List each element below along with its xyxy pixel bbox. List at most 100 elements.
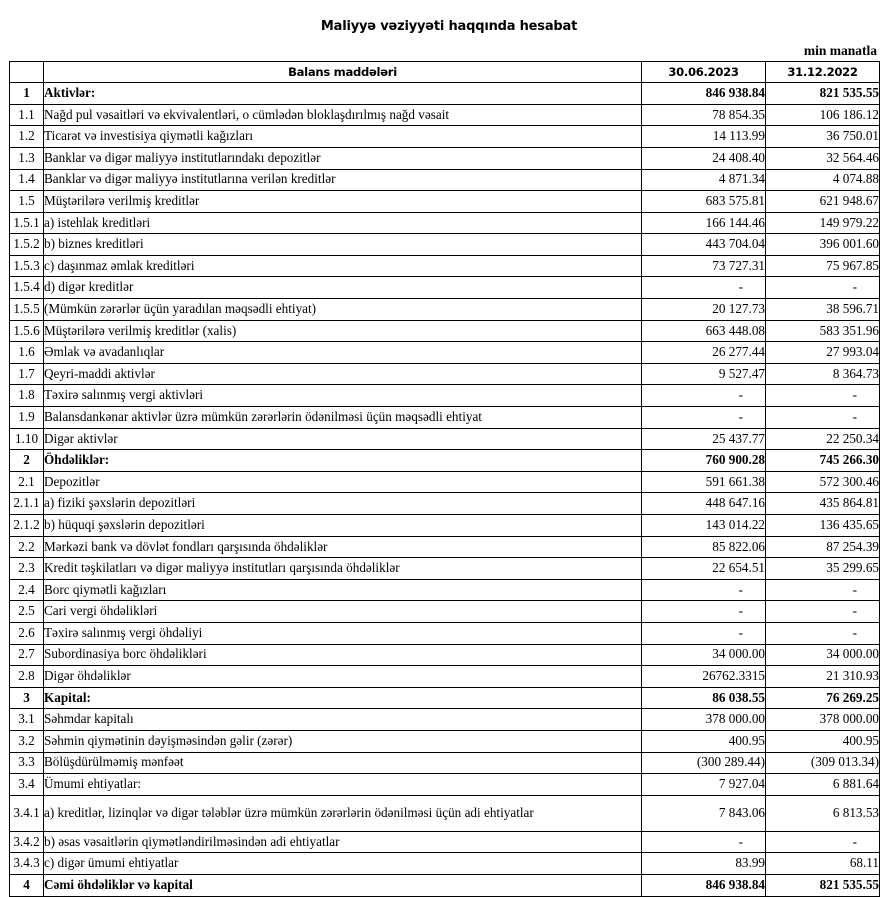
table-row: 1.4 Banklar və digər maliyyə institutları… bbox=[9, 168, 880, 192]
table-row: 2.6 Təxirə salınmış vergi öhdəliyi - - bbox=[9, 621, 880, 645]
row-item-label: Digər öhdəliklər bbox=[43, 665, 642, 688]
row-item-label: Səhmdar kapitalı bbox=[43, 708, 642, 731]
row-index: 2.4 bbox=[9, 578, 44, 602]
table-row: 2.1.1 a) fiziki şəxslərin depozitləri 448 … bbox=[9, 492, 880, 516]
row-item-label: Cəmi öhdəliklər və kapital bbox=[43, 873, 642, 897]
row-index: 2.1.2 bbox=[9, 514, 44, 537]
table-row: 3.4.2 b) əsas vəsaitlərin qiymətləndirilm… bbox=[9, 830, 880, 854]
row-value-period-2: 378 000.00 bbox=[765, 708, 880, 731]
table-row: 1.5.5 (Mümkün zərərlər üçün yaradılan məq… bbox=[9, 298, 880, 321]
table-row: 1.10 Digər aktivlər 25 437.77 22 250.34 bbox=[9, 427, 880, 451]
column-header-period-1: 30.06.2023 bbox=[641, 61, 766, 84]
row-index: 2.6 bbox=[9, 621, 44, 645]
row-value-period-1: 20 127.73 bbox=[641, 298, 766, 321]
row-value-period-2: - bbox=[765, 830, 880, 854]
table-row: 1 Aktivlər: 846 938.84 821 535.55 bbox=[9, 82, 880, 105]
row-value-period-1: 26 277.44 bbox=[641, 341, 766, 364]
table-row: 1.5.3 c) daşınmaz əmlak kreditləri 73 727.… bbox=[9, 254, 880, 278]
row-item-label: Aktivlər: bbox=[43, 82, 642, 105]
row-value-period-1: 166 144.46 bbox=[641, 211, 766, 235]
row-index: 1 bbox=[9, 82, 44, 105]
row-index: 3.1 bbox=[9, 708, 44, 731]
row-index: 1.5.1 bbox=[9, 211, 44, 235]
row-value-period-2: 149 979.22 bbox=[765, 211, 880, 235]
row-value-period-1: 25 437.77 bbox=[641, 427, 766, 451]
row-value-period-2: 36 750.01 bbox=[765, 125, 880, 148]
row-item-label: a) istehlak kreditləri bbox=[43, 211, 642, 235]
table-row: 1.6 Əmlak və avadanlıqlar 26 277.44 27 993.… bbox=[9, 341, 880, 364]
row-index: 2.8 bbox=[9, 665, 44, 688]
row-index: 1.5 bbox=[9, 190, 44, 213]
table-row: 1.7 Qeyri-maddi aktivlər 9 527.47 8 364.73 bbox=[9, 362, 880, 386]
row-value-period-2: 68.11 bbox=[765, 852, 880, 875]
table-row: 1.3 Banklar və digər maliyyə institutları… bbox=[9, 146, 880, 170]
balance-table-wrapper: Balans maddələri 30.06.2023 31.12.2022 1… bbox=[0, 61, 888, 897]
row-index: 3.2 bbox=[9, 729, 44, 753]
row-value-period-2: (309 013.34) bbox=[765, 751, 880, 775]
row-item-label: Balansdankənar aktivlər üzrə mümkün zərə… bbox=[43, 406, 642, 429]
row-item-label: b) əsas vəsaitlərin qiymətləndirilməsind… bbox=[43, 830, 642, 854]
row-value-period-1: - bbox=[641, 384, 766, 408]
table-row: 2.1 Depozitlər 591 661.38 572 300.46 bbox=[9, 470, 880, 494]
column-header-item: Balans maddələri bbox=[43, 61, 642, 84]
row-value-period-1: 448 647.16 bbox=[641, 492, 766, 516]
row-value-period-2: 6 813.53 bbox=[765, 794, 880, 832]
row-value-period-1: - bbox=[641, 276, 766, 300]
row-index: 3.4.3 bbox=[9, 852, 44, 875]
row-value-period-1: - bbox=[641, 578, 766, 602]
row-item-label: Bölüşdürülməmiş mənfəət bbox=[43, 751, 642, 775]
row-index: 2.1.1 bbox=[9, 492, 44, 516]
table-row: 1.1 Nağd pul vəsaitləri və ekvivalentləri… bbox=[9, 103, 880, 127]
row-item-label: d) digər kreditlər bbox=[43, 276, 642, 300]
row-value-period-2: 76 269.25 bbox=[765, 686, 880, 710]
row-value-period-1: - bbox=[641, 406, 766, 429]
table-row: 1.9 Balansdankənar aktivlər üzrə mümkün z… bbox=[9, 406, 880, 429]
row-index: 1.10 bbox=[9, 427, 44, 451]
row-value-period-2: - bbox=[765, 384, 880, 408]
row-value-period-2: - bbox=[765, 276, 880, 300]
table-row: 1.5 Müştərilərə verilmiş kreditlər 683 575… bbox=[9, 190, 880, 213]
table-row: 2.7 Subordinasiya borc öhdəlikləri 34 000.… bbox=[9, 643, 880, 667]
row-item-label: Səhmin qiymətinin dəyişməsindən gəlir (z… bbox=[43, 729, 642, 753]
table-row: 3.3 Bölüşdürülməmiş mənfəət (300 289.44) (3… bbox=[9, 751, 880, 775]
row-index: 3.4.1 bbox=[9, 794, 44, 832]
row-value-period-1: 7 927.04 bbox=[641, 773, 766, 796]
row-value-period-1: - bbox=[641, 621, 766, 645]
balance-sheet-table: Balans maddələri 30.06.2023 31.12.2022 1… bbox=[9, 61, 880, 897]
row-value-period-2: - bbox=[765, 621, 880, 645]
row-index: 3 bbox=[9, 686, 44, 710]
report-page: Maliyyə vəziyyəti haqqında hesabat min m… bbox=[9, 19, 880, 897]
table-row: 2.3 Kredit təşkilatları və digər maliyyə … bbox=[9, 557, 880, 580]
row-value-period-1: 34 000.00 bbox=[641, 643, 766, 667]
row-value-period-1: 663 448.08 bbox=[641, 319, 766, 343]
row-item-label: a) kreditlər, lizinqlər və digər tələblə… bbox=[43, 794, 642, 832]
row-value-period-1: 591 661.38 bbox=[641, 470, 766, 494]
row-value-period-2: 435 864.81 bbox=[765, 492, 880, 516]
row-value-period-1: 83.99 bbox=[641, 852, 766, 875]
row-item-label: Müştərilərə verilmiş kreditlər (xalis) bbox=[43, 319, 642, 343]
table-row: 3.1 Səhmdar kapitalı 378 000.00 378 000.00 bbox=[9, 708, 880, 731]
row-item-label: Banklar və digər maliyyə institutlarında… bbox=[43, 146, 642, 170]
row-index: 1.3 bbox=[9, 146, 44, 170]
row-item-label: Müştərilərə verilmiş kreditlər bbox=[43, 190, 642, 213]
row-index: 1.5.4 bbox=[9, 276, 44, 300]
row-value-period-1: (300 289.44) bbox=[641, 751, 766, 775]
table-row: 3 Kapital: 86 038.55 76 269.25 bbox=[9, 686, 880, 710]
table-row: 2.5 Cari vergi öhdəlikləri - - bbox=[9, 600, 880, 623]
row-item-label: a) fiziki şəxslərin depozitləri bbox=[43, 492, 642, 516]
row-item-label: Digər aktivlər bbox=[43, 427, 642, 451]
row-value-period-2: 6 881.64 bbox=[765, 773, 880, 796]
table-row: 1.8 Təxirə salınmış vergi aktivləri - - bbox=[9, 384, 880, 408]
row-index: 1.9 bbox=[9, 406, 44, 429]
page-title: Maliyyə vəziyyəti haqqında hesabat bbox=[320, 19, 578, 34]
row-item-label: Subordinasiya borc öhdəlikləri bbox=[43, 643, 642, 667]
row-value-period-1: 143 014.22 bbox=[641, 514, 766, 537]
row-index: 1.1 bbox=[9, 103, 44, 127]
row-index: 1.5.5 bbox=[9, 298, 44, 321]
table-row: 3.4.1 a) kreditlər, lizinqlər və digər tə… bbox=[9, 794, 880, 832]
row-value-period-2: 21 310.93 bbox=[765, 665, 880, 688]
table-row: 2.4 Borc qiymətli kağızları - - bbox=[9, 578, 880, 602]
row-item-label: b) biznes kreditləri bbox=[43, 233, 642, 256]
row-item-label: Qeyri-maddi aktivlər bbox=[43, 362, 642, 386]
row-index: 3.3 bbox=[9, 751, 44, 775]
